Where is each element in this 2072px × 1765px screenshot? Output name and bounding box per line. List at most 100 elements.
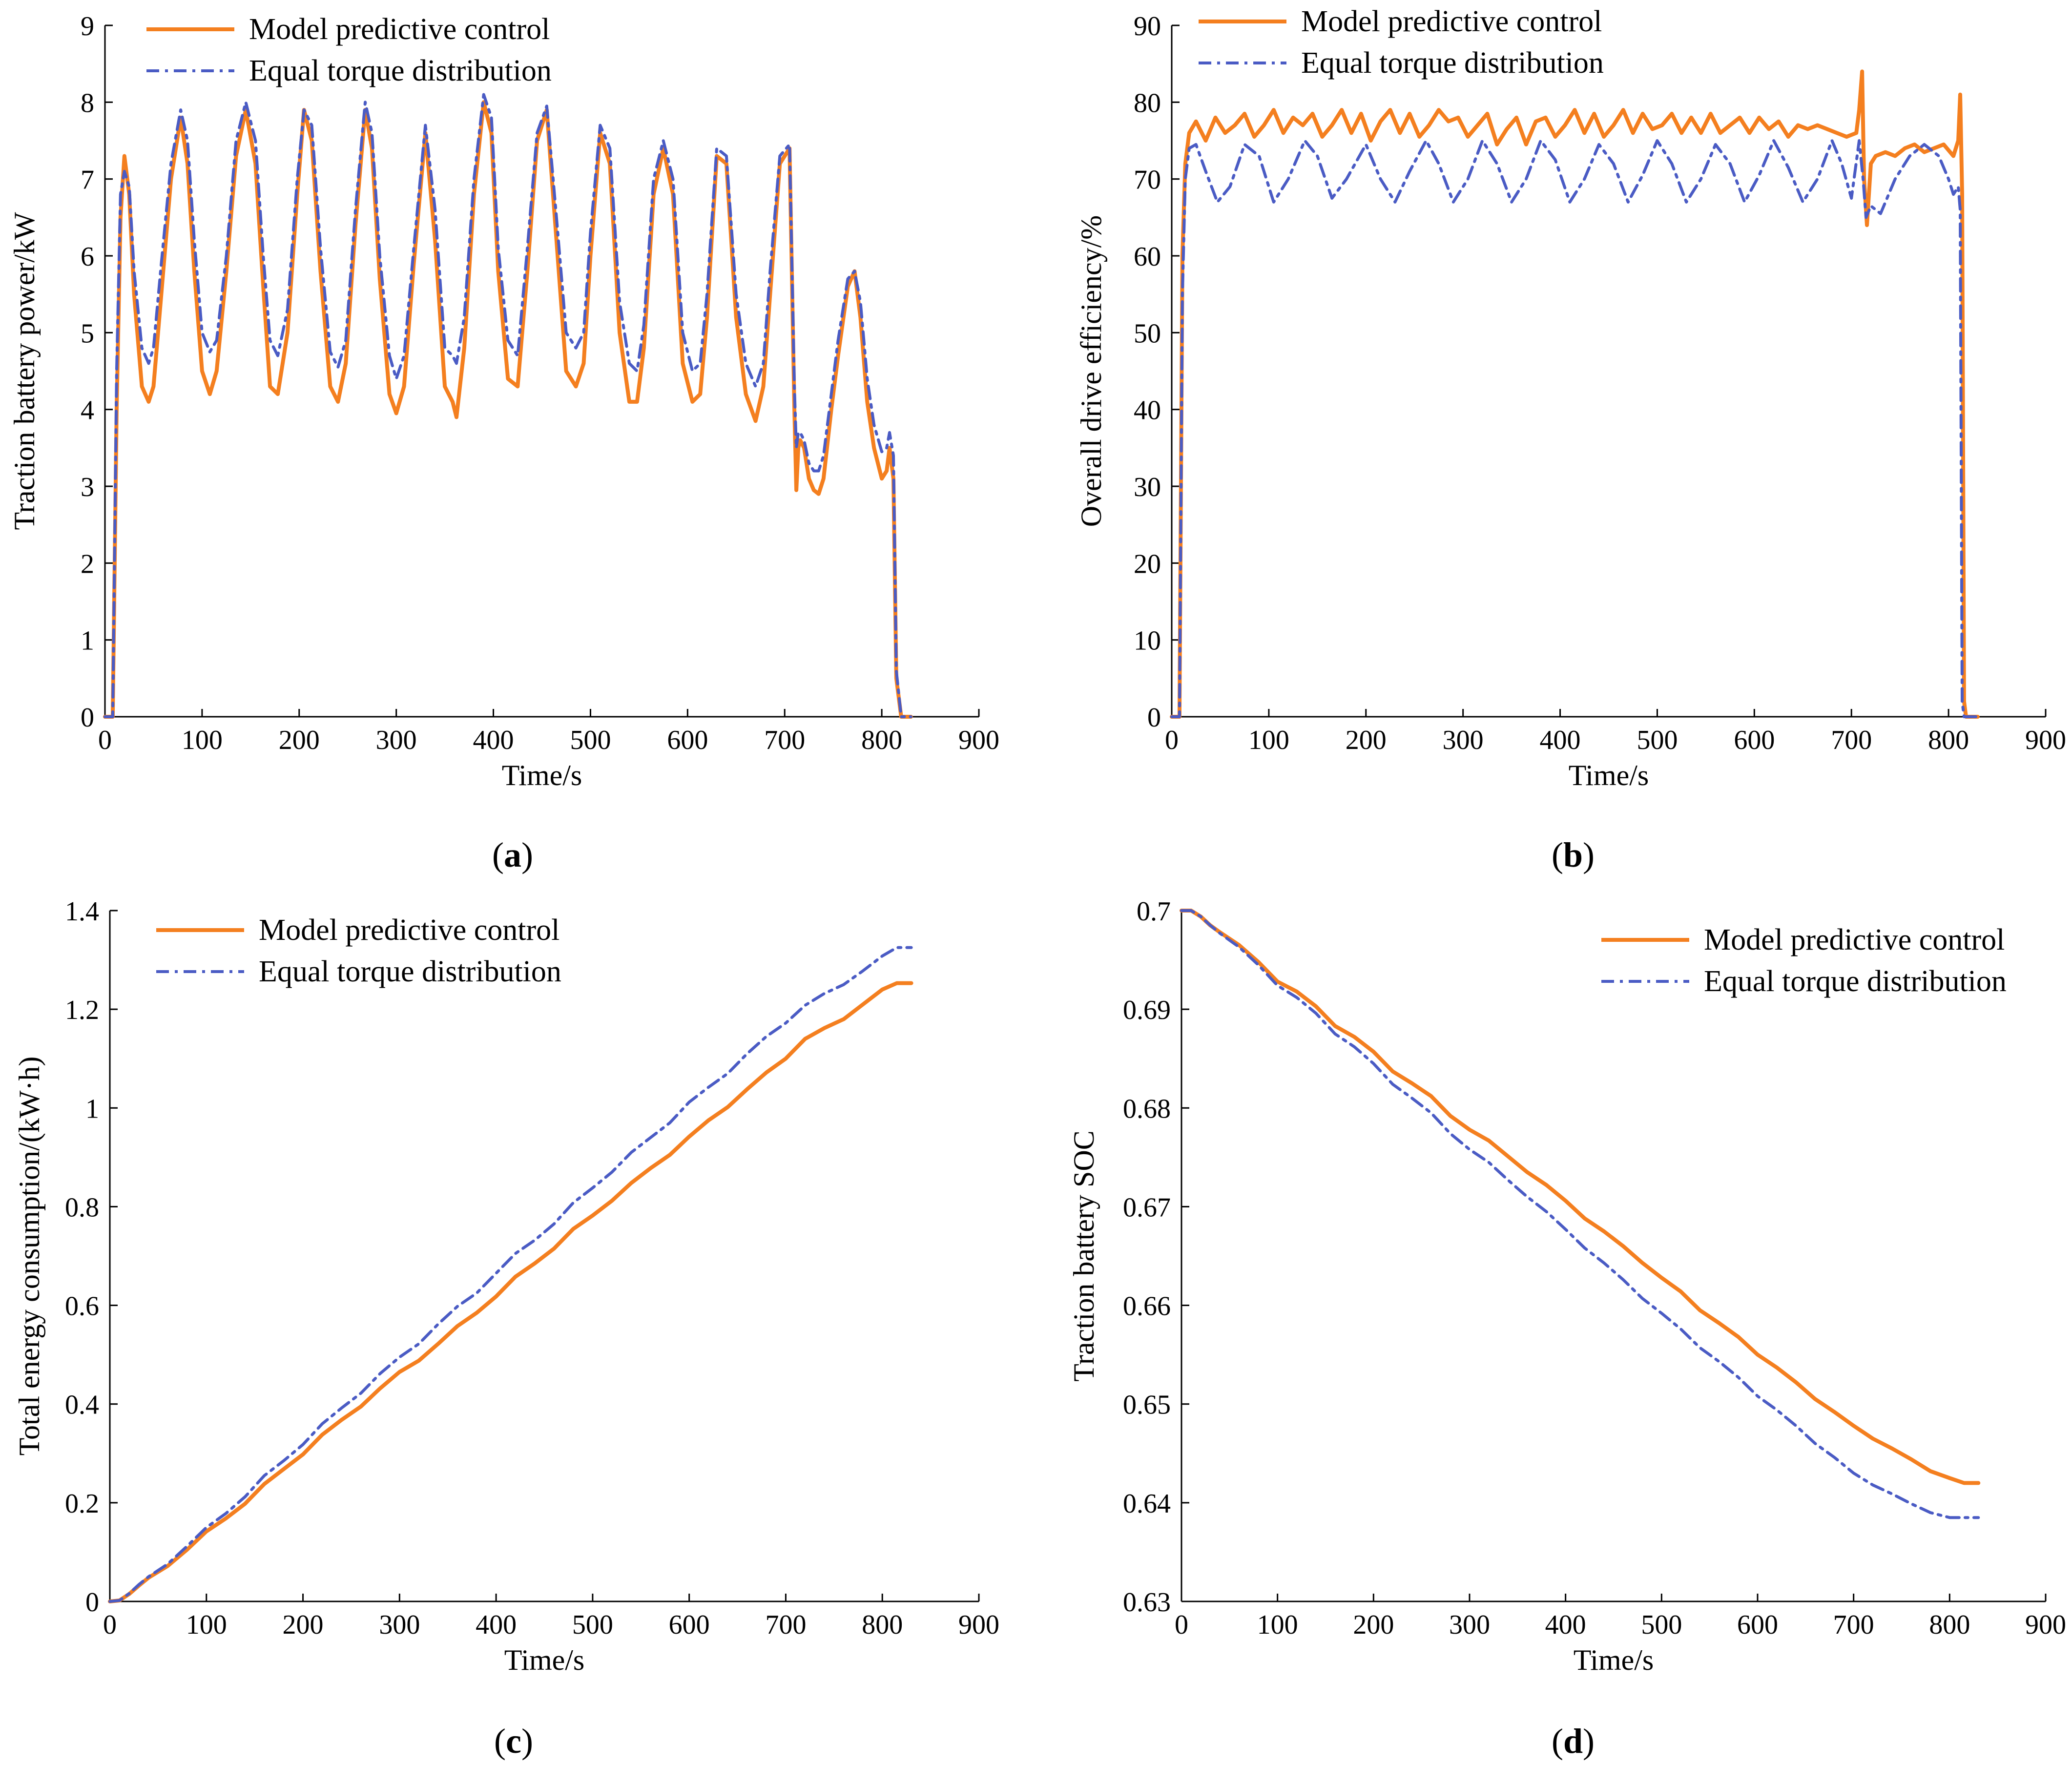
legend-c: Model predictive control Equal torque dis…	[156, 914, 561, 988]
y-tick-label-a: 5	[81, 318, 94, 349]
x-tick-label-b: 800	[1928, 725, 1969, 755]
y-tick-label-a: 6	[81, 242, 94, 272]
legend-label-d-1: Equal torque distribution	[1704, 965, 2007, 998]
x-tick-label-a: 900	[958, 725, 999, 755]
x-tick-label-b: 400	[1540, 725, 1581, 755]
x-tick-label-a: 0	[98, 725, 112, 755]
y-tick-label-d: 0.66	[1123, 1291, 1171, 1322]
x-tick-label-d: 400	[1545, 1610, 1586, 1640]
x-tick-label-a: 400	[473, 725, 514, 755]
x-tick-label-c: 0	[103, 1610, 117, 1640]
legend-a: Model predictive control Equal torque dis…	[146, 13, 552, 87]
x-tick-label-d: 100	[1257, 1610, 1298, 1640]
y-axis-label-d: Traction battery SOC	[1068, 1130, 1100, 1381]
y-axis-label-a: Traction battery power/kW	[8, 212, 41, 530]
legend-label-c-1: Equal torque distribution	[259, 955, 561, 988]
series-line-b-mpc	[1170, 69, 1980, 719]
y-tick-label-b: 20	[1134, 549, 1161, 579]
y-tick-label-b: 30	[1134, 472, 1161, 502]
chart-panel-b: 0 100 200 300 400 500 600 700 800 900 0 10 20 30 40 50 6…	[1075, 5, 2066, 874]
x-axis-label-c: Time/s	[504, 1644, 585, 1676]
x-tick-label-a: 100	[182, 725, 223, 755]
y-tick-label-a: 2	[81, 549, 94, 579]
y-tick-label-d: 0.63	[1123, 1587, 1171, 1618]
y-tick-label-a: 9	[81, 11, 94, 42]
y-tick-label-c: 0.4	[65, 1390, 99, 1420]
y-tick-label-b: 80	[1134, 88, 1161, 118]
y-tick-label-b: 10	[1134, 626, 1161, 656]
legend-label-b-1: Equal torque distribution	[1301, 46, 1604, 80]
y-tick-label-c: 0.6	[65, 1291, 99, 1322]
chart-panel-a: 0 100 200 300 400 500 600 700 800 900 0 1 2 3 4 5 6 7 8 9 Ti…	[8, 11, 999, 874]
series-line-d-mpc	[1180, 909, 1981, 1485]
x-tick-label-c: 900	[958, 1610, 999, 1640]
series-line-c-mpc	[108, 981, 913, 1603]
series-line-a-equal-torque	[104, 93, 912, 718]
x-tick-label-d: 200	[1353, 1610, 1394, 1640]
legend-label-d-0: Model predictive control	[1704, 923, 2005, 956]
y-tick-label-d: 0.69	[1123, 995, 1171, 1025]
y-tick-label-c: 0	[85, 1587, 99, 1618]
legend-label-b-0: Model predictive control	[1301, 5, 1602, 38]
panel-caption-letter-b: b	[1563, 835, 1583, 874]
x-tick-label-b: 500	[1637, 725, 1678, 755]
panel-caption-letter-c: c	[506, 1722, 521, 1761]
series-line-d-equal-torque	[1180, 909, 1980, 1519]
x-tick-label-c: 100	[186, 1610, 227, 1640]
y-tick-label-a: 7	[81, 165, 94, 195]
x-tick-label-c: 700	[765, 1610, 806, 1640]
legend-label-a-1: Equal torque distribution	[249, 54, 552, 87]
panel-caption-letter-d: d	[1563, 1722, 1583, 1761]
x-tick-label-b: 700	[1831, 725, 1872, 755]
series-line-b-equal-torque	[1170, 139, 1979, 718]
x-tick-label-b: 0	[1165, 725, 1179, 755]
x-tick-label-d: 900	[2025, 1610, 2066, 1640]
x-tick-label-c: 300	[379, 1610, 420, 1640]
x-tick-label-d: 300	[1449, 1610, 1490, 1640]
chart-panel-c: 0 100 200 300 400 500 600 700 800 900 0 0.2 0.4 0.6 0.…	[13, 896, 999, 1761]
x-tick-label-b: 600	[1734, 725, 1775, 755]
x-tick-label-a: 800	[861, 725, 902, 755]
y-tick-label-b: 70	[1134, 165, 1161, 195]
x-tick-label-a: 700	[764, 725, 805, 755]
y-tick-label-c: 1.4	[65, 896, 99, 927]
x-tick-label-a: 600	[667, 725, 708, 755]
x-tick-label-b: 900	[2025, 725, 2066, 755]
y-tick-label-c: 1	[85, 1094, 99, 1124]
x-tick-label-d: 600	[1737, 1610, 1778, 1640]
x-tick-label-d: 0	[1175, 1610, 1188, 1640]
y-axis-label-b: Overall drive efficiency/%	[1075, 215, 1107, 527]
y-tick-label-d: 0.67	[1123, 1192, 1171, 1223]
chart-panel-d: 0 100 200 300 400 500 600 700 800 900 0.63 0.64 0.65…	[1068, 896, 2066, 1761]
x-tick-label-c: 200	[283, 1610, 324, 1640]
x-axis-label-b: Time/s	[1569, 759, 1649, 791]
panel-caption-letter-a: a	[504, 835, 521, 874]
x-axis-label-d: Time/s	[1574, 1644, 1654, 1676]
x-tick-label-a: 300	[376, 725, 417, 755]
legend-b: Model predictive control Equal torque dis…	[1199, 5, 1604, 80]
series-line-c-equal-torque	[108, 946, 913, 1603]
x-axis-label-a: Time/s	[502, 759, 582, 791]
y-tick-label-c: 0.2	[65, 1489, 99, 1519]
y-tick-label-d: 0.65	[1123, 1390, 1171, 1420]
x-tick-label-d: 500	[1641, 1610, 1682, 1640]
y-tick-label-a: 0	[81, 703, 94, 733]
x-tick-label-c: 800	[862, 1610, 903, 1640]
panel-caption-a: (a)	[492, 835, 533, 874]
x-tick-label-d: 800	[1929, 1610, 1970, 1640]
y-tick-label-a: 4	[81, 395, 94, 426]
legend-label-c-0: Model predictive control	[259, 914, 559, 947]
x-tick-label-b: 200	[1346, 725, 1387, 755]
x-tick-label-a: 200	[279, 725, 320, 755]
y-tick-label-d: 0.64	[1123, 1489, 1171, 1519]
series-line-a-mpc	[103, 100, 913, 719]
panel-caption-c: (c)	[494, 1722, 533, 1761]
y-tick-label-c: 1.2	[65, 995, 99, 1025]
y-tick-label-b: 50	[1134, 318, 1161, 349]
legend-label-a-0: Model predictive control	[249, 13, 550, 46]
y-tick-label-c: 0.8	[65, 1192, 99, 1223]
panel-caption-d: (d)	[1552, 1722, 1595, 1761]
legend-d: Model predictive control Equal torque dis…	[1601, 923, 2007, 998]
y-tick-label-a: 3	[81, 472, 94, 502]
